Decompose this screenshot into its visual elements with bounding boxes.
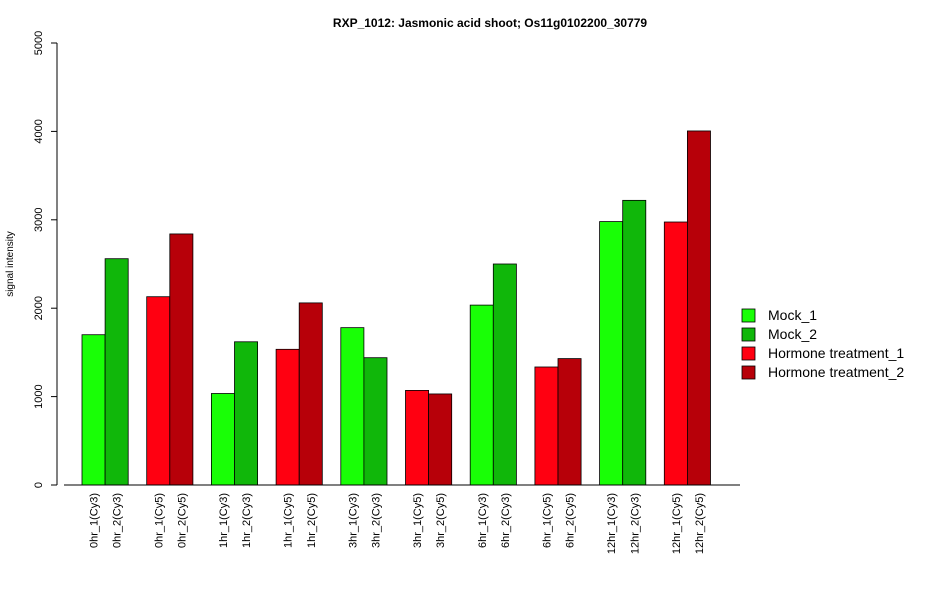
x-tick-label: 6hr_1(Cy5) [541, 493, 553, 548]
y-axis: 0 1000 2000 3000 4000 5000 [33, 31, 58, 488]
bar [469, 304, 494, 486]
x-tick-label: 1hr_2(Cy5) [306, 493, 318, 548]
legend: Mock_1 Mock_2 Hormone treatment_1 Hormone t… [741, 307, 904, 380]
x-tick-label: 6hr_1(Cy3) [477, 493, 489, 548]
bars-group [81, 130, 711, 486]
legend-label: Mock_1 [768, 307, 817, 323]
x-tick-label: 3hr_1(Cy5) [412, 493, 424, 548]
bar [169, 233, 194, 486]
bar [298, 302, 323, 486]
x-tick-label: 0hr_2(Cy5) [176, 493, 188, 548]
bar [405, 390, 430, 486]
y-axis-label: signal intensity [5, 231, 16, 297]
bar [146, 296, 171, 486]
x-tick-label: 3hr_1(Cy3) [347, 493, 359, 548]
bar [363, 357, 388, 486]
bar [428, 393, 453, 486]
y-tick-label: 3000 [33, 208, 45, 232]
legend-swatch [741, 308, 756, 323]
bar [104, 258, 129, 486]
y-tick-label: 4000 [33, 119, 45, 143]
x-tick-label: 12hr_2(Cy5) [694, 493, 706, 554]
bar [492, 263, 517, 486]
legend-label: Hormone treatment_2 [768, 364, 904, 380]
bar [210, 393, 235, 486]
x-tick-label: 12hr_2(Cy3) [629, 493, 641, 554]
legend-swatch [741, 327, 756, 342]
bar [275, 348, 300, 486]
bar [622, 199, 647, 486]
legend-label: Hormone treatment_1 [768, 345, 904, 361]
bar [557, 358, 582, 486]
bar [81, 334, 106, 486]
x-tick-label: 6hr_2(Cy3) [500, 493, 512, 548]
x-tick-label: 0hr_1(Cy3) [89, 493, 101, 548]
x-tick-label: 12hr_1(Cy3) [606, 493, 618, 554]
y-tick-label: 0 [33, 482, 45, 488]
x-tick-labels: 0hr_1(Cy3) 0hr_2(Cy3) 0hr_1(Cy5) 0hr_2(Cy5)… [89, 493, 706, 554]
chart-title: RXP_1012: Jasmonic acid shoot; Os11g0102… [333, 16, 648, 30]
x-tick-label: 3hr_2(Cy3) [370, 493, 382, 548]
bar [340, 327, 365, 486]
y-tick-label: 5000 [33, 31, 45, 55]
bar [599, 221, 624, 486]
x-tick-label: 3hr_2(Cy5) [435, 493, 447, 548]
bar [663, 221, 688, 486]
legend-swatch [741, 346, 756, 361]
x-tick-label: 1hr_1(Cy3) [218, 493, 230, 548]
x-tick-label: 6hr_2(Cy5) [565, 493, 577, 548]
x-tick-label: 1hr_1(Cy5) [283, 493, 295, 548]
x-tick-label: 12hr_1(Cy5) [671, 493, 683, 554]
y-tick-label: 1000 [33, 384, 45, 408]
bar [534, 366, 559, 486]
x-tick-label: 1hr_2(Cy3) [241, 493, 253, 548]
legend-label: Mock_2 [768, 326, 817, 342]
x-tick-label: 0hr_1(Cy5) [153, 493, 165, 548]
x-tick-label: 0hr_2(Cy3) [112, 493, 124, 548]
bar [234, 341, 259, 486]
legend-swatch [741, 365, 756, 380]
y-tick-label: 2000 [33, 296, 45, 320]
bar [687, 130, 711, 486]
